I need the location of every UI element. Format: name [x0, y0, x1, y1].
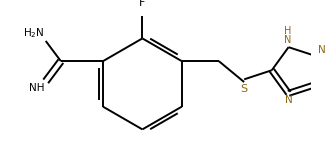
Text: S: S [240, 84, 247, 94]
Text: H
N: H N [284, 26, 291, 45]
Text: N: N [285, 95, 293, 105]
Text: H$_2$N: H$_2$N [23, 26, 44, 40]
Text: NH: NH [29, 83, 44, 93]
Text: F: F [139, 0, 145, 8]
Text: N: N [318, 45, 325, 55]
